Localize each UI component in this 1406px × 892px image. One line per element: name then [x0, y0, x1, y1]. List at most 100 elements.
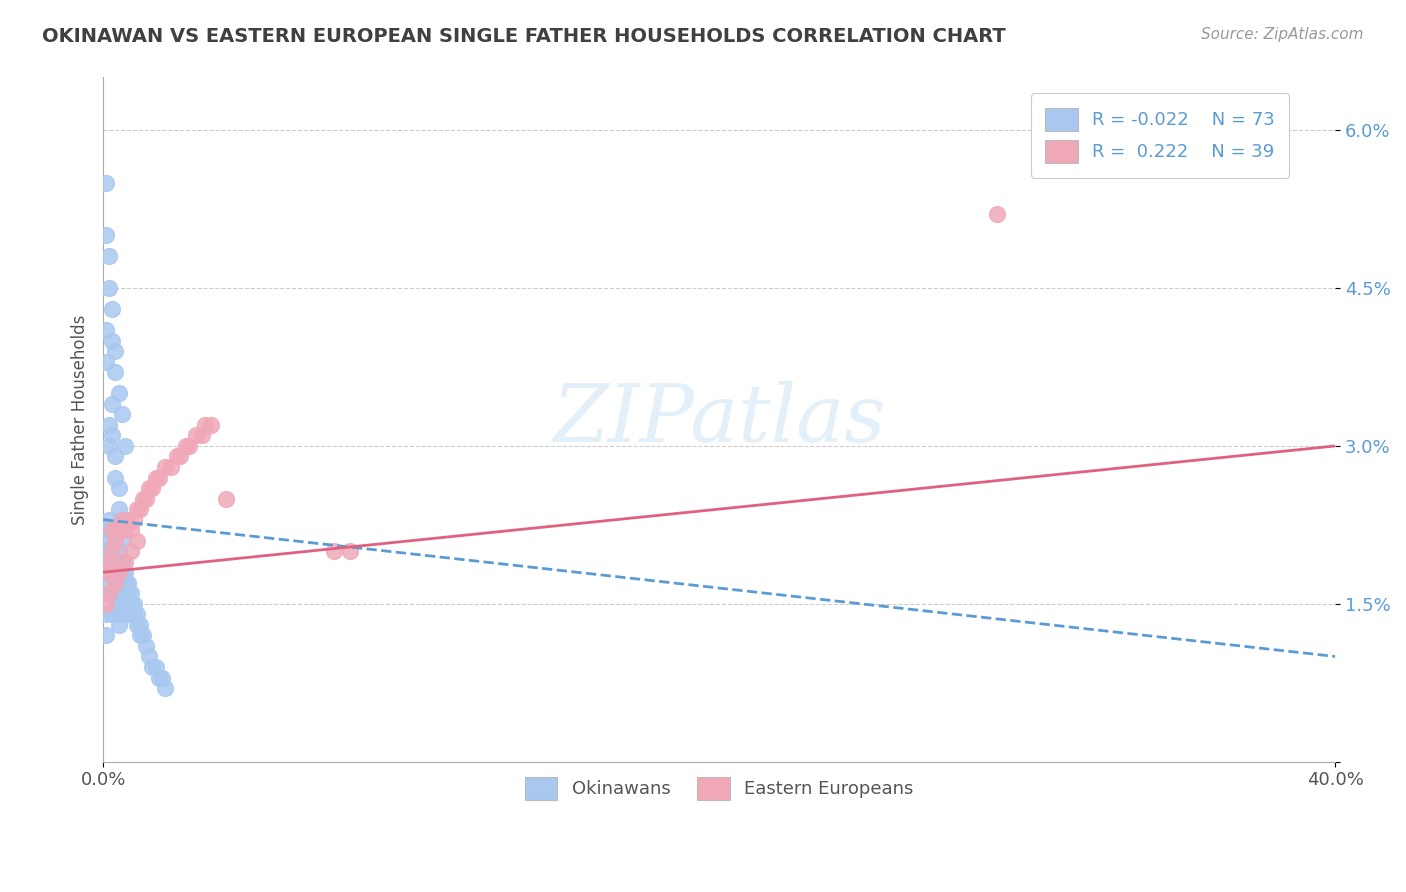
- Point: [215, 491, 238, 506]
- Point: [176, 439, 198, 453]
- Point: [101, 544, 124, 558]
- Point: [107, 566, 129, 580]
- Point: [104, 597, 127, 611]
- Point: [110, 513, 132, 527]
- Point: [184, 428, 207, 442]
- Point: [110, 513, 132, 527]
- Point: [114, 523, 136, 537]
- Point: [96, 566, 118, 580]
- Point: [96, 607, 118, 622]
- Point: [150, 671, 173, 685]
- Point: [122, 513, 145, 527]
- Point: [104, 365, 127, 379]
- Point: [107, 502, 129, 516]
- Point: [96, 323, 118, 337]
- Point: [96, 586, 118, 600]
- Point: [96, 228, 118, 243]
- Point: [122, 597, 145, 611]
- Point: [135, 491, 157, 506]
- Point: [110, 555, 132, 569]
- Point: [96, 597, 118, 611]
- Point: [101, 397, 124, 411]
- Point: [120, 597, 142, 611]
- Point: [138, 649, 160, 664]
- Point: [200, 417, 222, 432]
- Point: [148, 470, 170, 484]
- Point: [110, 586, 132, 600]
- Point: [98, 575, 121, 590]
- Point: [117, 575, 139, 590]
- Point: [98, 513, 121, 527]
- Point: [96, 176, 118, 190]
- Point: [114, 566, 136, 580]
- Point: [194, 417, 217, 432]
- Point: [114, 575, 136, 590]
- Point: [160, 460, 183, 475]
- Point: [104, 533, 127, 548]
- Point: [96, 523, 118, 537]
- Point: [125, 618, 148, 632]
- Point: [101, 523, 124, 537]
- Point: [114, 439, 136, 453]
- Point: [107, 386, 129, 401]
- Point: [110, 566, 132, 580]
- Point: [107, 597, 129, 611]
- Y-axis label: Single Father Households: Single Father Households: [72, 314, 89, 524]
- Point: [153, 681, 176, 695]
- Point: [98, 281, 121, 295]
- Point: [101, 428, 124, 442]
- Point: [179, 439, 201, 453]
- Point: [96, 566, 118, 580]
- Point: [101, 586, 124, 600]
- Point: [141, 660, 163, 674]
- Point: [107, 544, 129, 558]
- Point: [145, 660, 167, 674]
- Point: [107, 523, 129, 537]
- Point: [129, 628, 152, 642]
- Point: [98, 249, 121, 263]
- Point: [96, 544, 118, 558]
- Point: [120, 544, 142, 558]
- Point: [101, 334, 124, 348]
- Point: [135, 639, 157, 653]
- Point: [104, 575, 127, 590]
- Point: [104, 344, 127, 359]
- Point: [153, 460, 176, 475]
- Point: [96, 628, 118, 642]
- Point: [190, 428, 212, 442]
- Point: [101, 523, 124, 537]
- Point: [339, 544, 361, 558]
- Point: [104, 533, 127, 548]
- Text: Source: ZipAtlas.com: Source: ZipAtlas.com: [1201, 27, 1364, 42]
- Point: [101, 566, 124, 580]
- Point: [107, 566, 129, 580]
- Point: [114, 597, 136, 611]
- Point: [125, 533, 148, 548]
- Point: [98, 533, 121, 548]
- Point: [117, 607, 139, 622]
- Point: [117, 586, 139, 600]
- Point: [98, 555, 121, 569]
- Point: [98, 417, 121, 432]
- Point: [986, 207, 1008, 221]
- Legend: Okinawans, Eastern Europeans: Okinawans, Eastern Europeans: [510, 763, 928, 814]
- Point: [169, 450, 191, 464]
- Point: [104, 575, 127, 590]
- Point: [101, 544, 124, 558]
- Point: [323, 544, 346, 558]
- Point: [125, 607, 148, 622]
- Text: OKINAWAN VS EASTERN EUROPEAN SINGLE FATHER HOUSEHOLDS CORRELATION CHART: OKINAWAN VS EASTERN EUROPEAN SINGLE FATH…: [42, 27, 1005, 45]
- Point: [98, 555, 121, 569]
- Point: [132, 491, 155, 506]
- Point: [148, 671, 170, 685]
- Point: [114, 555, 136, 569]
- Point: [122, 607, 145, 622]
- Point: [129, 502, 152, 516]
- Point: [98, 586, 121, 600]
- Point: [145, 470, 167, 484]
- Point: [125, 502, 148, 516]
- Point: [104, 450, 127, 464]
- Point: [120, 523, 142, 537]
- Point: [107, 575, 129, 590]
- Point: [132, 628, 155, 642]
